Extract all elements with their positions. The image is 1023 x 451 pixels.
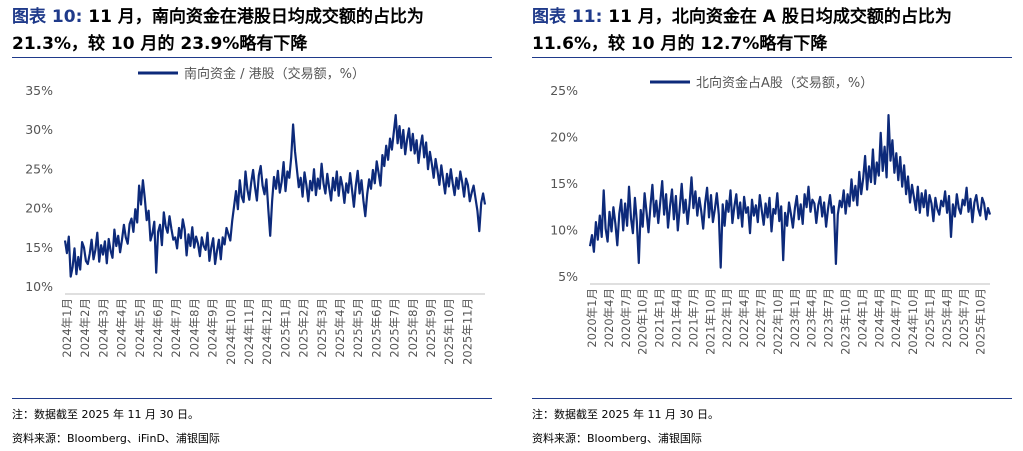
chart-note: 注：数据截至 2025 年 11 月 30 日。 [532, 408, 719, 421]
chart-source: 资料来源：Bloomberg、浦银国际 [532, 432, 702, 445]
line-chart-northbound: 北向资金占A股（交易额，%）5%10%15%20%25%2020年1月 2020年… [550, 75, 992, 355]
x-tick-label: 2025年1月 [923, 288, 937, 348]
chart-panel-southbound: 图表 10: 11 月，南向资金在港股日均成交额的占比为 21.3%，较 10 … [0, 0, 503, 451]
x-tick-label: 2025年10月 [974, 288, 988, 355]
footer-divider [12, 398, 492, 399]
x-tick-label: 2024年9月 [206, 298, 220, 358]
chart-panel-northbound: 图表 11: 11 月，北向资金在 A 股日均成交额的占比为 11.6%，较 1… [520, 0, 1023, 451]
x-tick-label: 2024年6月 [151, 298, 165, 358]
x-tick-label: 2023年7月 [822, 288, 836, 348]
y-tick-label: 20% [550, 130, 578, 145]
x-tick-label: 2021年7月 [686, 288, 700, 348]
title-divider [12, 57, 492, 58]
footer-divider [532, 398, 1012, 399]
x-tick-label: 2024年12月 [260, 298, 274, 365]
y-tick-label: 5% [558, 269, 578, 284]
x-tick-label: 2025年9月 [424, 298, 438, 358]
x-tick-label: 2021年1月 [653, 288, 667, 348]
x-tick-label: 2025年4月 [333, 298, 347, 358]
x-tick-label: 2020年1月 [585, 288, 599, 348]
x-tick-label: 2025年11月 [460, 298, 474, 365]
legend-label: 南向资金 / 港股（交易额，%） [184, 66, 365, 82]
x-tick-label: 2023年1月 [788, 288, 802, 348]
line-chart-southbound: 南向资金 / 港股（交易额，%） 10% 15% 20% 25% 30% 35% 2024年1… [25, 66, 487, 365]
x-tick-label: 2024年5月 [133, 298, 147, 358]
x-tick-label: 2022年4月 [737, 288, 751, 348]
x-tick-label: 2021年4月 [670, 288, 684, 348]
x-tick-label: 2025年6月 [369, 298, 383, 358]
y-tick-label: 30% [25, 122, 53, 137]
x-tick-label: 2021年10月 [703, 288, 717, 355]
chart-source: 资料来源：Bloomberg、iFinD、浦银国际 [12, 432, 220, 445]
x-tick-label: 2020年4月 [602, 288, 616, 348]
x-tick-label: 2024年10月 [224, 298, 238, 365]
y-tick-label: 10% [25, 279, 53, 294]
x-tick-label: 2022年1月 [720, 288, 734, 348]
x-tick-label: 2024年8月 [187, 298, 201, 358]
data-series-line [63, 113, 487, 278]
y-tick-label: 15% [550, 176, 578, 191]
y-tick-label: 20% [25, 201, 53, 216]
x-tick-label: 2025年8月 [406, 298, 420, 358]
figure-label: 图表 11: [532, 7, 603, 27]
x-tick-label: 2022年10月 [771, 288, 785, 355]
chart-title: 图表 10: 11 月，南向资金在港股日均成交额的占比为 21.3%，较 10 … [12, 4, 492, 58]
figure-label: 图表 10: [12, 7, 83, 27]
x-tick-label: 2024年7月 [169, 298, 183, 358]
x-tick-label: 2024年4月 [872, 288, 886, 348]
figure-title-text: 11 月，北向资金在 A 股日均成交额的占比为 11.6%，较 10 月的 12… [532, 7, 952, 54]
chart-note: 注：数据截至 2025 年 11 月 30 日。 [12, 408, 199, 421]
x-tick-label: 2025年7月 [388, 298, 402, 358]
x-tick-label: 2023年4月 [805, 288, 819, 348]
chart-title: 图表 11: 11 月，北向资金在 A 股日均成交额的占比为 11.6%，较 1… [532, 4, 1012, 58]
y-tick-label: 15% [25, 240, 53, 255]
x-tick-label: 2025年5月 [351, 298, 365, 358]
x-tick-label: 2024年3月 [96, 298, 110, 358]
x-tick-label: 2025年7月 [957, 288, 971, 348]
x-tick-label: 2024年1月 [60, 298, 74, 358]
y-tick-label: 10% [550, 223, 578, 238]
y-tick-label: 25% [25, 161, 53, 176]
y-tick-label: 25% [550, 83, 578, 98]
x-tick-label: 2025年3月 [315, 298, 329, 358]
legend-label: 北向资金占A股（交易额，%） [696, 75, 873, 91]
x-tick-label: 2025年4月 [940, 288, 954, 348]
x-tick-label: 2025年2月 [297, 298, 311, 358]
x-tick-label: 2023年10月 [839, 288, 853, 355]
title-divider [532, 57, 1012, 58]
data-series-line [588, 113, 992, 269]
x-tick-label: 2020年10月 [636, 288, 650, 355]
y-tick-label: 35% [25, 83, 53, 98]
x-tick-label: 2025年10月 [442, 298, 456, 365]
x-tick-label: 2024年11月 [242, 298, 256, 365]
x-tick-label: 2020年7月 [619, 288, 633, 348]
figure-title-text: 11 月，南向资金在港股日均成交额的占比为 21.3%，较 10 月的 23.9… [12, 7, 424, 54]
x-tick-label: 2024年1月 [855, 288, 869, 348]
x-tick-label: 2022年7月 [754, 288, 768, 348]
x-tick-label: 2025年1月 [278, 298, 292, 358]
x-tick-label: 2024年10月 [906, 288, 920, 355]
x-tick-label: 2024年7月 [889, 288, 903, 348]
x-tick-label: 2024年2月 [78, 298, 92, 358]
x-tick-label: 2024年4月 [115, 298, 129, 358]
